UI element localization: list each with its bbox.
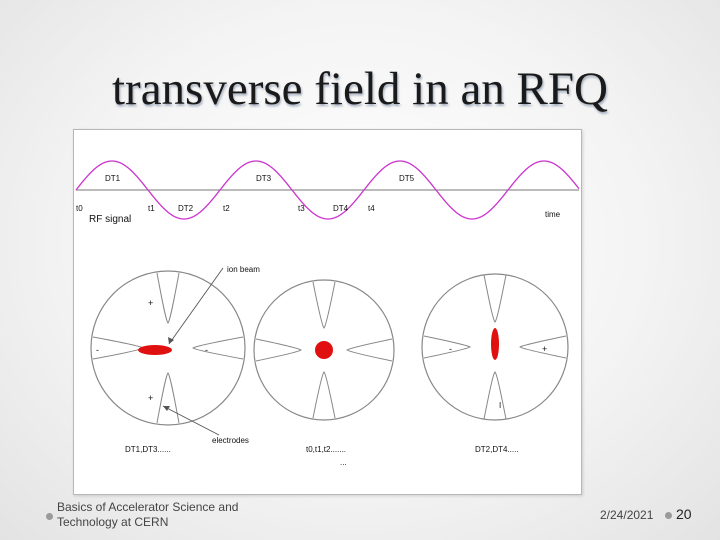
sign-left-right: - <box>205 345 208 355</box>
sign-right-bottom: I <box>499 401 501 410</box>
footer-course-line1: Basics of Accelerator Science and <box>57 500 239 514</box>
rfq-figure: DT1 DT3 DT5 t0 t1 DT2 t2 t3 DT4 t4 time … <box>73 129 582 495</box>
footer-bullet-right <box>665 512 672 519</box>
sign-left-bottom: + <box>148 393 153 403</box>
ion-beam-arrowhead <box>168 337 174 344</box>
rf-sine-wave <box>75 160 580 220</box>
label-dt3: DT3 <box>256 174 272 183</box>
page-number: 20 <box>676 506 692 522</box>
label-t0: t0 <box>76 204 83 213</box>
label-t2: t2 <box>223 204 230 213</box>
beam-spot-horizontal <box>138 345 172 355</box>
label-dt5: DT5 <box>399 174 415 183</box>
caption-right: DT2,DT4..... <box>475 445 519 454</box>
cross-section-right: - + I DT2,DT4..... <box>421 273 569 454</box>
sign-left-top: + <box>148 298 153 308</box>
beam-spot-vertical <box>491 328 499 360</box>
label-t3: t3 <box>298 204 305 213</box>
label-dt1: DT1 <box>105 174 121 183</box>
cross-section-middle: t0,t1,t2....... ... <box>253 279 395 467</box>
cross-section-left: + - - + DT1,DT3...... <box>90 270 246 454</box>
caption-middle-sub: ... <box>340 458 347 467</box>
electrodes-pointer <box>162 405 220 436</box>
label-time: time <box>545 210 561 219</box>
beam-spot-round <box>315 341 333 359</box>
label-ion-beam: ion beam <box>227 265 260 274</box>
rfq-diagram: DT1 DT3 DT5 t0 t1 DT2 t2 t3 DT4 t4 time … <box>75 160 580 467</box>
label-electrodes: electrodes <box>212 436 249 445</box>
label-t4: t4 <box>368 204 375 213</box>
ion-beam-pointer <box>168 267 224 345</box>
label-rf-signal: RF signal <box>89 214 131 225</box>
footer-course-line2: Technology at CERN <box>57 515 169 529</box>
slide-title: transverse field in an RFQ <box>111 63 608 115</box>
electrodes-arrowhead <box>163 406 170 411</box>
footer-course: Basics of Accelerator Science and Techno… <box>57 500 287 530</box>
sign-right-right: + <box>542 344 547 354</box>
footer-date: 2/24/2021 <box>600 508 654 522</box>
caption-left: DT1,DT3...... <box>125 445 171 454</box>
sign-left-left: - <box>96 345 99 355</box>
label-dt4: DT4 <box>333 204 349 213</box>
label-dt2: DT2 <box>178 204 194 213</box>
sign-right-left: - <box>449 344 452 354</box>
footer-bullet-left <box>46 513 53 520</box>
caption-middle: t0,t1,t2....... <box>306 445 346 454</box>
label-t1: t1 <box>148 204 155 213</box>
